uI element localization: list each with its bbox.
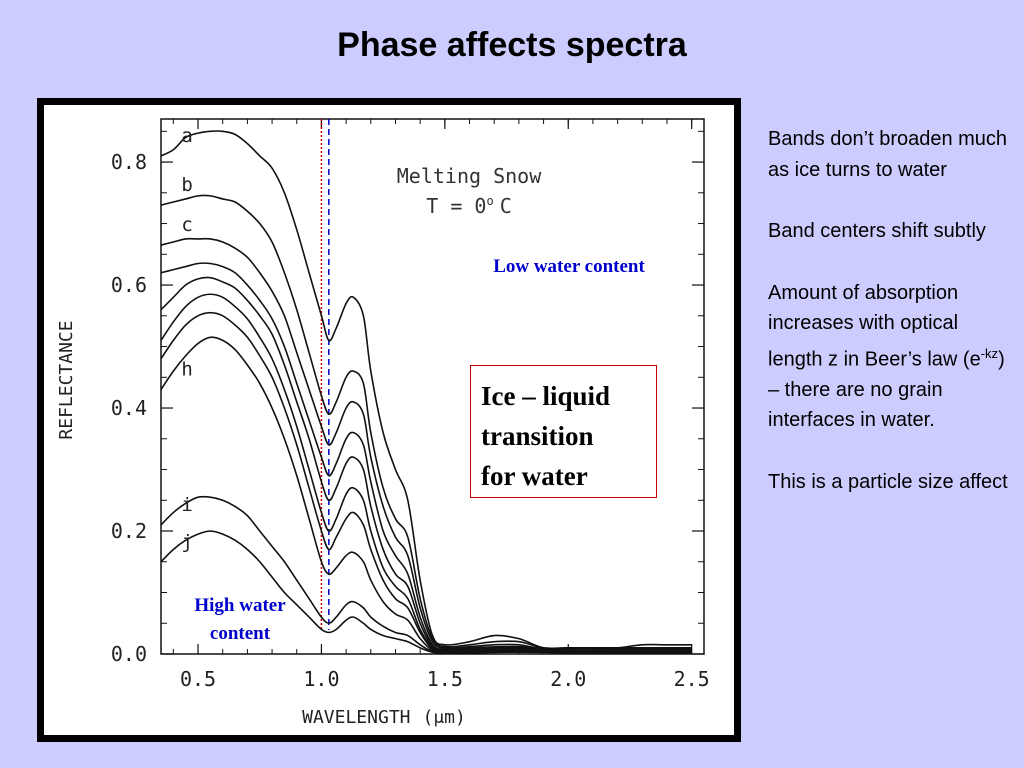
- reflectance-chart: 0.5 1.0 1.5 2.0 2.5 0.0 0.2 0.4 0.6 0.8 a bc h ij Me…: [56, 118, 710, 728]
- plot-area-border: [160, 118, 705, 655]
- series-line-c: [160, 237, 692, 651]
- y-tick-label: 0.2: [111, 519, 147, 543]
- series-label-j: j: [181, 531, 192, 553]
- high-water-line1: High water: [194, 595, 286, 616]
- inset-title-unit: C: [500, 194, 512, 218]
- series-line-d: [160, 262, 692, 652]
- x-tick-label: 2.0: [550, 667, 586, 691]
- low-water-annotation: Low water content: [493, 256, 645, 277]
- high-water-annotation: High water content: [164, 592, 316, 648]
- notes-panel: Bands don’t broaden much as ice turns to…: [768, 124, 1008, 528]
- series-label-i: i: [181, 494, 192, 516]
- high-water-line2: content: [209, 623, 271, 644]
- note-absorption: Amount of absorption increases with opti…: [768, 278, 1008, 436]
- note-absorption-exponent: -kz: [980, 345, 999, 361]
- note-particle-size: This is a particle size affect: [768, 470, 1008, 493]
- y-tick-label: 0.6: [111, 273, 147, 297]
- series-line-j: [160, 530, 692, 654]
- x-axis-label: WAVELENGTH (μm): [302, 707, 466, 728]
- y-tick-label: 0.0: [111, 642, 147, 666]
- inset-title-line1: Melting Snow: [397, 164, 542, 188]
- x-tick-label: 2.5: [674, 667, 710, 691]
- series-label-c: c: [181, 214, 192, 236]
- series-label-a: a: [181, 125, 192, 147]
- y-tick-label: 0.8: [111, 150, 147, 174]
- inset-title-degree: o: [486, 194, 493, 208]
- series-label-b: b: [181, 174, 192, 196]
- y-axis-label: REFLECTANCE: [56, 320, 77, 439]
- note-absorption-pre: Amount of absorption increases with opti…: [768, 281, 981, 371]
- y-tick-label: 0.4: [111, 396, 147, 420]
- x-tick-label: 1.5: [427, 667, 463, 691]
- note-band-broadening: Bands don’t broaden much as ice turns to…: [768, 128, 1008, 181]
- note-band-centers: Band centers shift subtly: [768, 220, 986, 242]
- callout-line1: Ice – liquid: [481, 381, 611, 411]
- x-axis-label-unit: (μm): [423, 707, 466, 728]
- inset-title-line2: T = 0o C: [426, 194, 512, 218]
- slide-title: Phase affects spectra: [337, 26, 687, 64]
- x-tick-label: 1.0: [303, 667, 339, 691]
- inset-title-temp: T = 0: [426, 194, 486, 218]
- x-axis-label-text: WAVELENGTH: [302, 707, 410, 728]
- phase-transition-callout: Ice – liquid transition for water: [470, 365, 657, 498]
- callout-line2: transition: [481, 421, 594, 451]
- note-absorption-post: ) – there are no grain interfaces in wat…: [768, 348, 1005, 432]
- x-tick-label: 0.5: [180, 667, 216, 691]
- series-label-h: h: [181, 359, 192, 381]
- series-line-b: [160, 194, 692, 650]
- callout-line3: for water: [481, 461, 588, 491]
